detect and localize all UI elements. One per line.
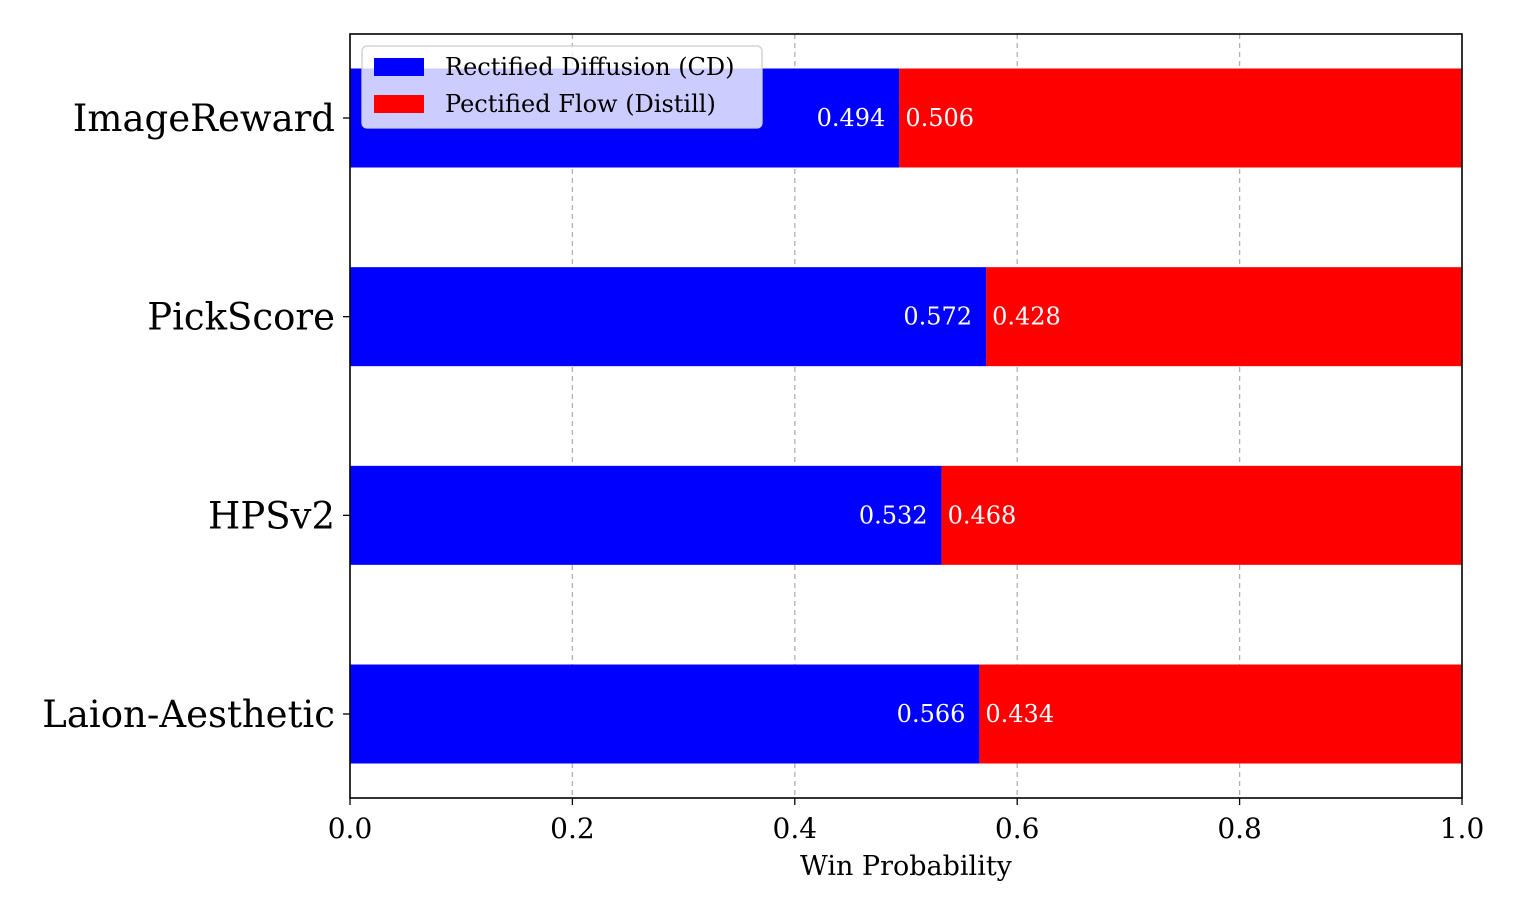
bar-red xyxy=(979,664,1462,764)
data-labels: 0.494 0.506 0.572 0.428 0.532 0.468 0.566 0.434 xyxy=(817,104,1061,728)
x-tick-label: 0.0 xyxy=(328,812,373,845)
x-tick-label: 0.6 xyxy=(995,812,1040,845)
data-label: 0.566 xyxy=(897,700,966,728)
bar-blue xyxy=(350,465,942,565)
legend: Rectified Diffusion (CD) Pectified Flow (… xyxy=(361,45,763,129)
bar-red xyxy=(899,68,1462,168)
category-label: PickScore xyxy=(147,296,335,339)
category-label: HPSv2 xyxy=(208,494,335,537)
x-tick-label: 1.0 xyxy=(1440,812,1485,845)
legend-box xyxy=(361,45,763,129)
plot-frame xyxy=(349,33,1463,799)
category-label: Laion-Aesthetic xyxy=(42,693,335,736)
legend-label: Rectified Diffusion (CD) xyxy=(445,53,735,81)
legend-swatch xyxy=(374,58,424,76)
bar-red xyxy=(941,465,1462,565)
axes: ImageReward PickScore HPSv2 Laion-Aesthetic… xyxy=(42,33,1485,845)
data-label: 0.506 xyxy=(905,104,974,132)
category-label: ImageReward xyxy=(73,97,335,140)
legend-swatch xyxy=(374,95,424,113)
data-label: 0.494 xyxy=(817,104,886,132)
bar-blue xyxy=(350,664,980,764)
legend-label: Pectified Flow (Distill) xyxy=(445,90,716,118)
data-label: 0.468 xyxy=(948,501,1017,529)
bar-blue xyxy=(350,267,987,367)
data-label: 0.572 xyxy=(903,303,972,331)
bar-red xyxy=(986,267,1462,367)
data-label: 0.428 xyxy=(992,303,1061,331)
x-tick-label: 0.4 xyxy=(773,812,818,845)
bars xyxy=(350,68,1462,764)
x-tick-label: 0.2 xyxy=(550,812,595,845)
data-label: 0.434 xyxy=(985,700,1054,728)
x-axis-title: Win Probability xyxy=(800,851,1013,882)
data-label: 0.532 xyxy=(859,501,928,529)
x-tick-label: 0.8 xyxy=(1217,812,1262,845)
